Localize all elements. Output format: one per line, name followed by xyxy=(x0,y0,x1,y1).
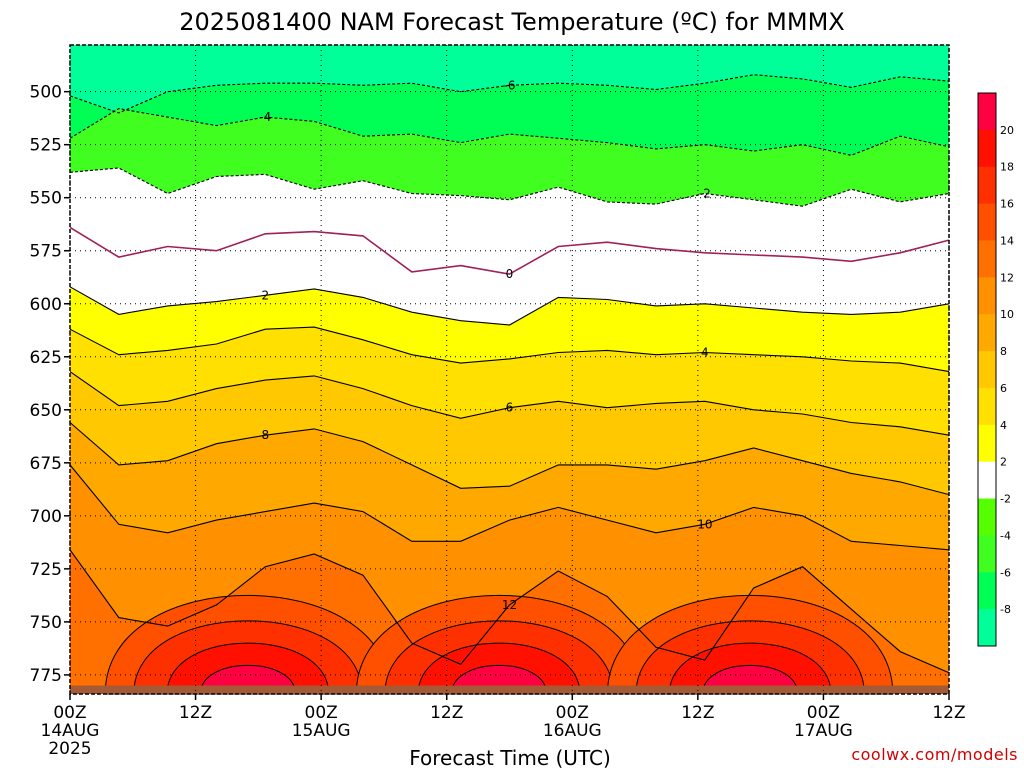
x-axis-label: Forecast Time (UTC) xyxy=(409,746,611,768)
colorbar-frame xyxy=(977,92,997,647)
x-tick-label: 00Z xyxy=(556,703,589,723)
colorbar: 20 18 16 14 12 10 8 6 4 2 -2 -4 -6 -8 xyxy=(977,92,1014,647)
colorbar-swatch xyxy=(978,351,996,389)
temperature-band xyxy=(70,74,949,156)
x-date-label: 16AUG xyxy=(543,721,602,741)
colorbar-swatch xyxy=(978,240,996,278)
y-tick-label: 575 xyxy=(30,242,62,262)
isotherm-label: 6 xyxy=(506,401,514,415)
isotherm-lines: -6 -4 -2 0 2 4 6 8 10 12 xyxy=(69,74,950,674)
y-tick-label: 775 xyxy=(30,666,62,686)
y-tick-label: 675 xyxy=(30,454,62,474)
temperature-band xyxy=(70,108,949,207)
isotherm-6 xyxy=(69,371,950,436)
x-tick-label: 00Z xyxy=(53,703,86,723)
isotherm--2 xyxy=(69,167,950,207)
colorbar-swatch xyxy=(978,387,996,426)
y-tick-label: 725 xyxy=(30,560,62,580)
colorbar-swatch xyxy=(978,572,996,610)
temperature-band xyxy=(70,286,949,372)
colorbar-label: -4 xyxy=(1000,529,1011,542)
isotherm-2 xyxy=(69,286,950,326)
isotherm-label: 4 xyxy=(701,346,709,360)
y-tick-label: 750 xyxy=(30,613,62,633)
colorbar-label: 4 xyxy=(1000,419,1007,432)
isotherm-label: -4 xyxy=(259,110,271,124)
credit-link[interactable]: coolwx.com/models xyxy=(851,745,1018,764)
isotherm-label: 10 xyxy=(697,517,712,531)
y-axis: 500 525 550 575 600 625 650 675 700 725 750 775 xyxy=(30,83,70,686)
isotherm-label: 2 xyxy=(262,288,270,302)
colorbar-label: -2 xyxy=(1000,493,1011,506)
x-tick-label: 00Z xyxy=(807,703,840,723)
colorbar-swatch xyxy=(978,535,996,573)
isotherm-label: 0 xyxy=(506,267,514,281)
isotherm-4 xyxy=(69,326,950,373)
ground-surface xyxy=(70,685,949,694)
colorbar-swatch xyxy=(978,129,996,168)
isotherm-0 xyxy=(69,226,950,275)
isotherm-12 xyxy=(69,549,950,674)
colorbar-label: -6 xyxy=(1000,566,1011,579)
x-year-label: 2025 xyxy=(48,739,91,759)
x-tick-label: 12Z xyxy=(430,703,463,723)
colorbar-swatch xyxy=(978,314,996,352)
y-tick-label: 550 xyxy=(30,189,62,209)
temperature-band xyxy=(70,422,949,550)
isotherm-10 xyxy=(69,464,950,551)
band-below-minus6 xyxy=(70,45,949,113)
temperature-band xyxy=(70,168,949,275)
colorbar-swatch xyxy=(978,166,996,205)
isotherm-label: -2 xyxy=(699,186,711,200)
colorbar-swatch xyxy=(978,609,996,647)
colorbar-label: 18 xyxy=(1000,161,1014,174)
x-date-label: 15AUG xyxy=(292,721,351,741)
y-tick-label: 650 xyxy=(30,401,62,421)
y-tick-label: 525 xyxy=(30,136,62,156)
colorbar-swatch xyxy=(978,93,996,131)
colorbar-swatch xyxy=(978,203,996,241)
x-date-label: 14AUG xyxy=(41,721,100,741)
isotherm--4 xyxy=(69,108,950,156)
colorbar-swatch xyxy=(978,424,996,463)
colorbar-swatch xyxy=(978,277,996,315)
colorbar-swatch xyxy=(978,498,996,536)
temperature-band xyxy=(70,371,949,495)
y-tick-label: 700 xyxy=(30,507,62,527)
y-tick-label: 500 xyxy=(30,83,62,103)
colorbar-label: 20 xyxy=(1000,124,1014,137)
x-tick-label: 12Z xyxy=(932,703,965,723)
plot-area xyxy=(70,45,949,695)
colorbar-label: 6 xyxy=(1000,382,1007,395)
colorbar-label: 12 xyxy=(1000,271,1014,284)
x-tick-label: 00Z xyxy=(305,703,338,723)
colorbar-label: -8 xyxy=(1000,603,1011,616)
colorbar-label: 16 xyxy=(1000,198,1014,211)
y-tick-label: 600 xyxy=(30,295,62,315)
temperature-band xyxy=(70,227,949,325)
colorbar-label: 10 xyxy=(1000,308,1014,321)
plot-frame xyxy=(69,44,950,695)
x-tick-label: 12Z xyxy=(681,703,714,723)
isotherm-label: -6 xyxy=(504,78,516,92)
x-tick-label: 12Z xyxy=(179,703,212,723)
y-tick-label: 625 xyxy=(30,348,62,368)
isotherm-label: 8 xyxy=(262,428,270,442)
colorbar-label: 8 xyxy=(1000,345,1007,358)
colorbar-label: 14 xyxy=(1000,234,1014,247)
colorbar-label: 2 xyxy=(1000,456,1007,469)
isotherm-label: 12 xyxy=(502,598,517,612)
isotherm-8 xyxy=(69,422,950,496)
colorbar-swatch xyxy=(978,461,996,500)
x-date-label: 17AUG xyxy=(794,721,853,741)
chart-title: 2025081400 NAM Forecast Temperature (ºC)… xyxy=(179,8,844,36)
